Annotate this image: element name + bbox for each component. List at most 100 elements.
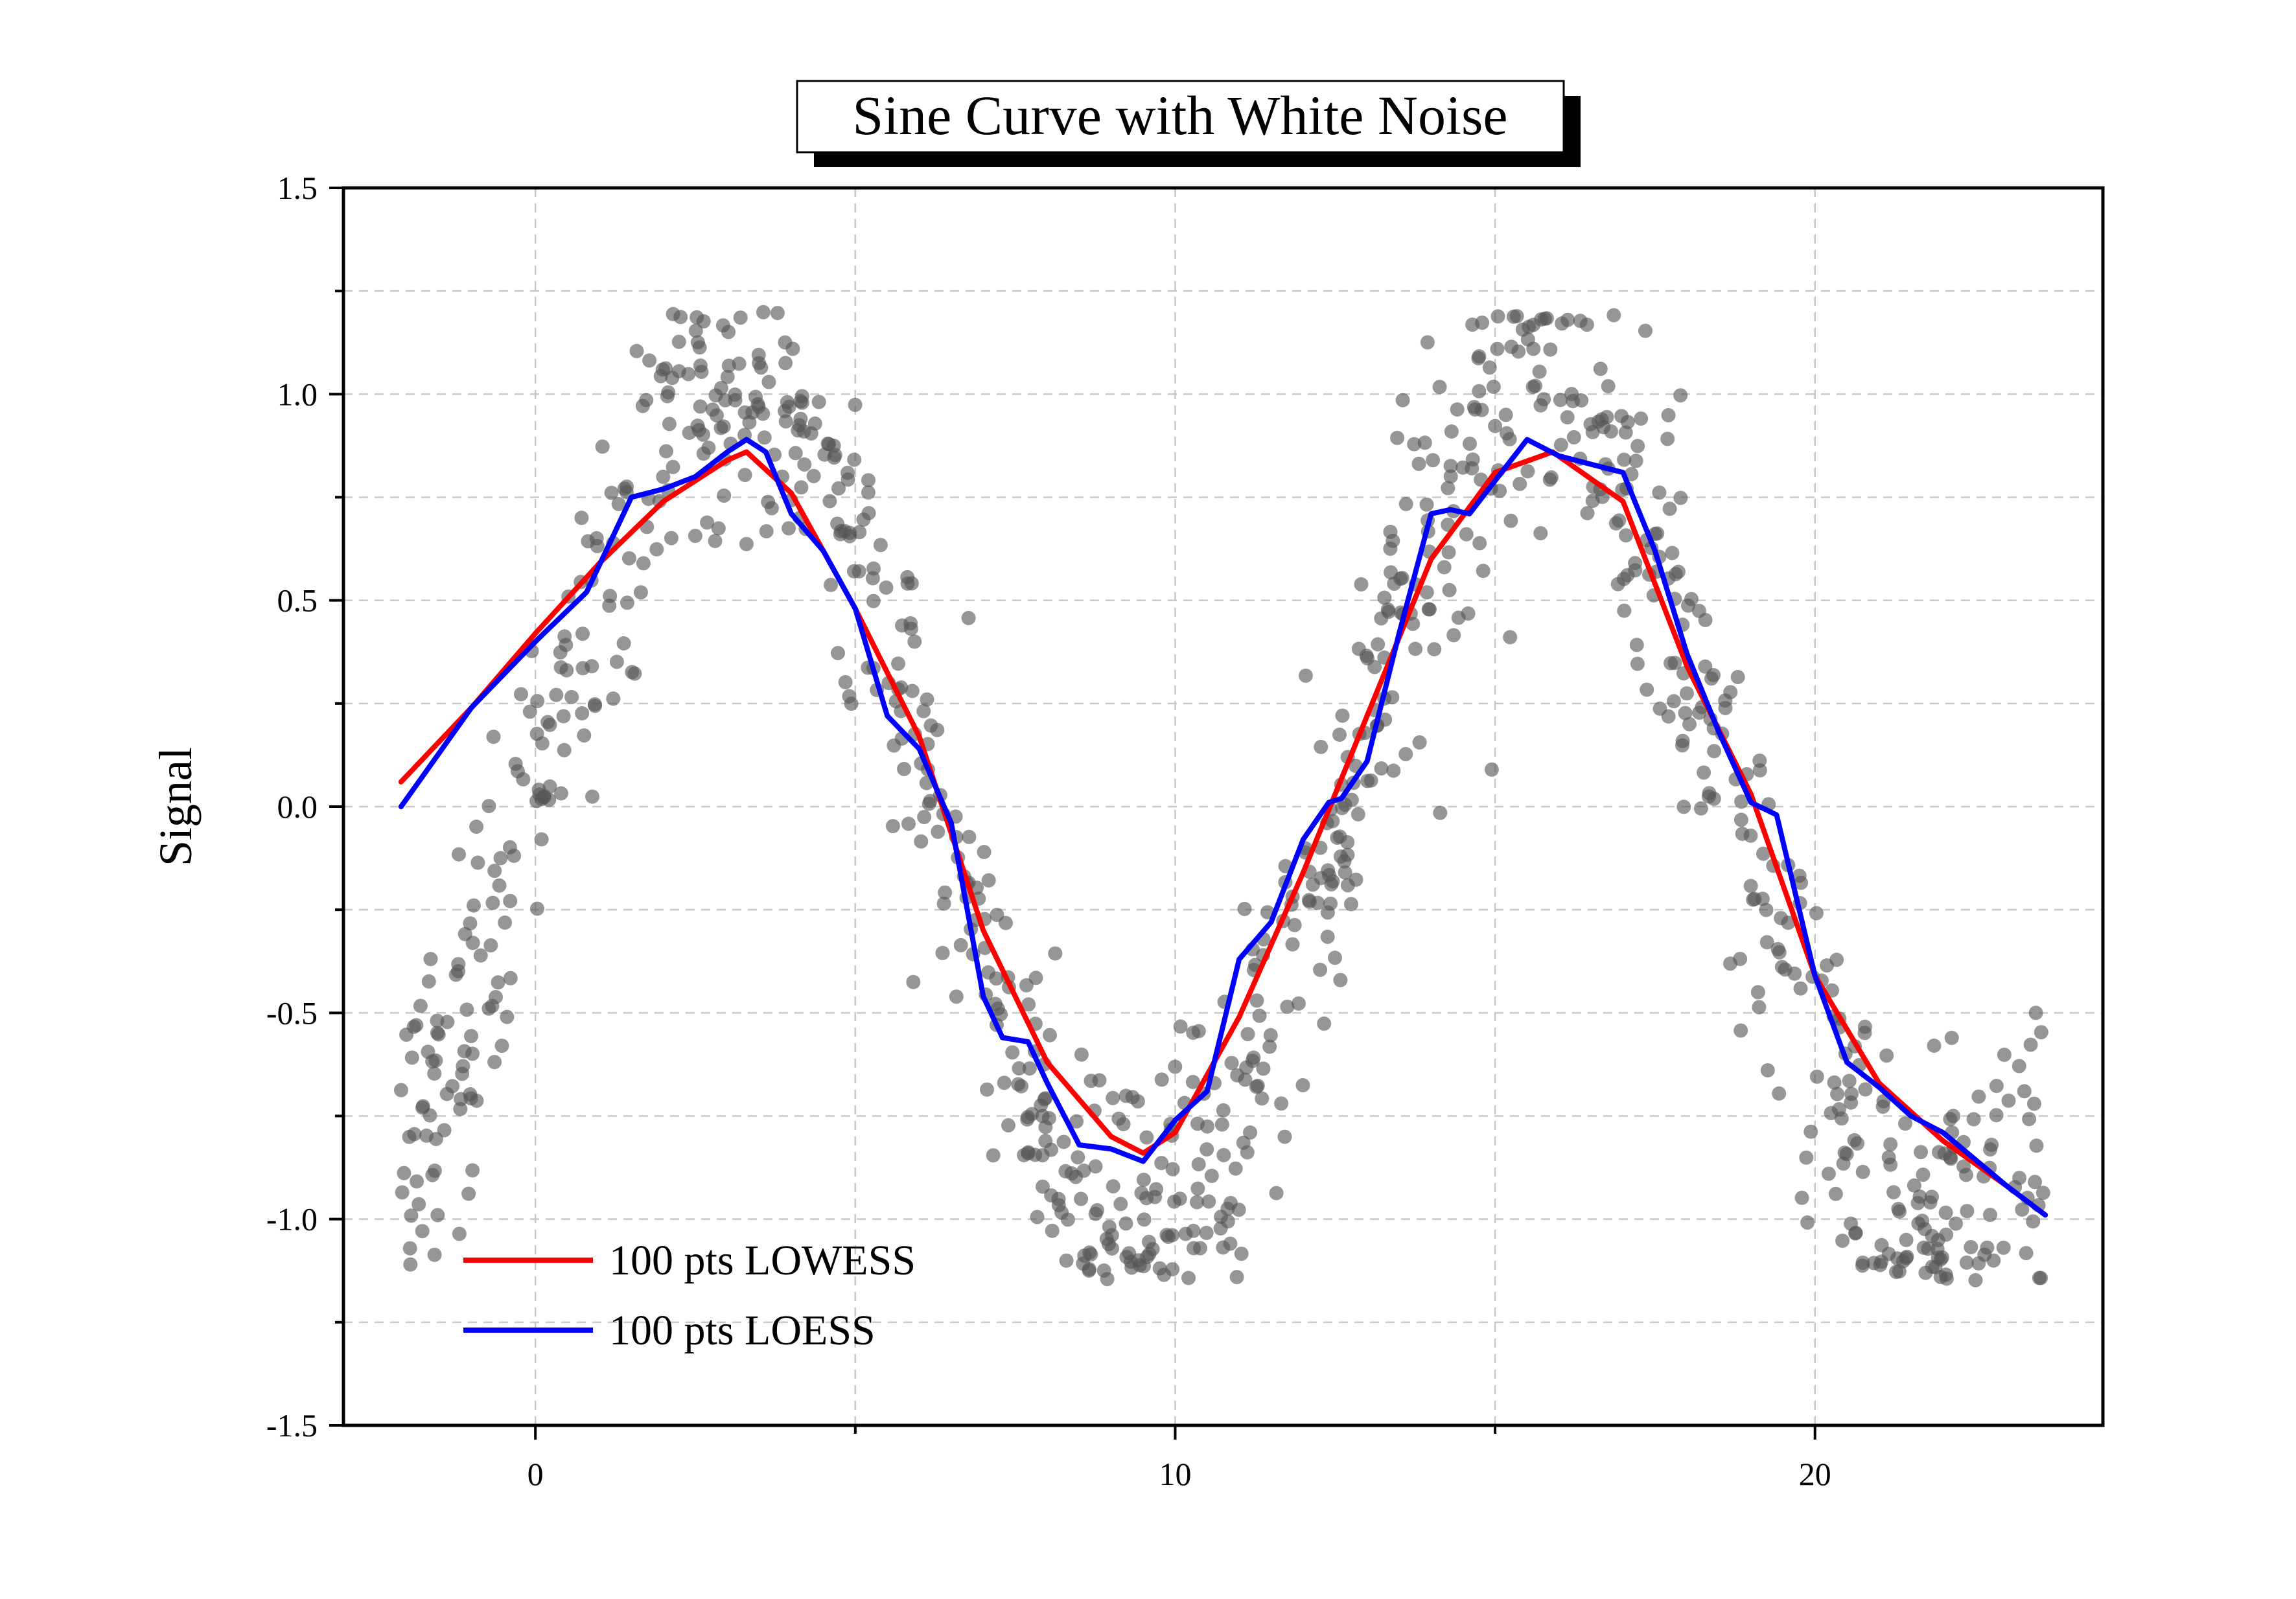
scatter-point bbox=[885, 819, 900, 834]
scatter-point bbox=[1844, 1087, 1859, 1101]
scatter-point bbox=[642, 353, 657, 368]
scatter-point bbox=[907, 634, 922, 649]
scatter-point bbox=[1390, 430, 1405, 445]
scatter-point bbox=[1088, 1206, 1103, 1221]
scatter-point bbox=[1249, 993, 1264, 1008]
scatter-point bbox=[2019, 1246, 2034, 1261]
scatter-point bbox=[737, 405, 752, 420]
scatter-point bbox=[980, 1082, 994, 1097]
scatter-point bbox=[824, 577, 839, 592]
scatter-point bbox=[852, 525, 867, 540]
scatter-point bbox=[1317, 1016, 1332, 1031]
scatter-point bbox=[481, 799, 496, 814]
scatter-point bbox=[1249, 1079, 1264, 1094]
scatter-point bbox=[1837, 1145, 1852, 1160]
scatter-point bbox=[1012, 1061, 1026, 1076]
scatter-point bbox=[1137, 1212, 1152, 1227]
scatter-point bbox=[688, 323, 703, 338]
scatter-point bbox=[708, 388, 723, 403]
scatter-point bbox=[1899, 1232, 1914, 1247]
scatter-point bbox=[430, 1013, 445, 1028]
scatter-point bbox=[1675, 733, 1690, 748]
scatter-point bbox=[1131, 1253, 1146, 1268]
scatter-point bbox=[1676, 800, 1691, 814]
y-tick-label: 0.0 bbox=[277, 788, 318, 825]
scatter-point bbox=[514, 687, 528, 702]
scatter-point bbox=[1064, 1166, 1079, 1181]
scatter-point bbox=[666, 459, 680, 474]
y-tick-label: -1.0 bbox=[266, 1201, 318, 1237]
scatter-point bbox=[1830, 1087, 1845, 1101]
scatter-point bbox=[1234, 1247, 1249, 1261]
scatter-point bbox=[1916, 1168, 1931, 1182]
scatter-point bbox=[916, 704, 931, 719]
scatter-point bbox=[1285, 937, 1300, 952]
scatter-point bbox=[1743, 879, 1758, 893]
scatter-point bbox=[693, 399, 708, 414]
scatter-point bbox=[1734, 794, 1749, 809]
scatter-point bbox=[473, 948, 488, 963]
scatter-point bbox=[1759, 935, 1774, 950]
scatter-point bbox=[1172, 1191, 1187, 1206]
scatter-point bbox=[1444, 424, 1459, 439]
scatter-point bbox=[1406, 616, 1421, 631]
scatter-point bbox=[1629, 454, 1643, 468]
scatter-point bbox=[1106, 1179, 1120, 1194]
scatter-point bbox=[494, 1039, 509, 1053]
scatter-point bbox=[1573, 314, 1588, 328]
scatter-point bbox=[1398, 496, 1413, 511]
scatter-point bbox=[587, 697, 602, 711]
scatter-point bbox=[793, 411, 808, 426]
scatter-point bbox=[1136, 1173, 1151, 1187]
scatter-point bbox=[409, 1018, 424, 1033]
scatter-point bbox=[1349, 872, 1363, 887]
scatter-point bbox=[1503, 630, 1518, 645]
scatter-point bbox=[1943, 1150, 1958, 1165]
scatter-point bbox=[852, 564, 866, 579]
scatter-point bbox=[1661, 408, 1676, 422]
scatter-point bbox=[981, 965, 996, 980]
scatter-point bbox=[1204, 1168, 1219, 1183]
scatter-point bbox=[395, 1185, 410, 1200]
scatter-point bbox=[1486, 380, 1501, 394]
scatter-point bbox=[838, 674, 853, 689]
scatter-point bbox=[1723, 956, 1737, 971]
scatter-point bbox=[530, 694, 545, 709]
scatter-point bbox=[700, 515, 715, 530]
scatter-point bbox=[1157, 1267, 1172, 1282]
scatter-point bbox=[1591, 414, 1606, 429]
scatter-point bbox=[1866, 1256, 1881, 1271]
scatter-point bbox=[1898, 1116, 1912, 1131]
scatter-point bbox=[1662, 501, 1677, 516]
scatter-point bbox=[1142, 1247, 1157, 1261]
scatter-point bbox=[1041, 1110, 1056, 1125]
scatter-point bbox=[656, 469, 671, 484]
scatter-point bbox=[1005, 1045, 1020, 1060]
scatter-point bbox=[2034, 1025, 2048, 1040]
scatter-point bbox=[1386, 763, 1401, 778]
scatter-point bbox=[770, 306, 785, 321]
scatter-point bbox=[1333, 972, 1348, 987]
scatter-point bbox=[1857, 1019, 1872, 1034]
scatter-point bbox=[540, 715, 555, 730]
scatter-point bbox=[1896, 1254, 1910, 1269]
scatter-point bbox=[1914, 1145, 1929, 1160]
scatter-point bbox=[1858, 1082, 1873, 1097]
scatter-point bbox=[778, 335, 793, 350]
scatter-point bbox=[437, 1123, 452, 1138]
scatter-point bbox=[891, 656, 905, 671]
scatter-point bbox=[1141, 1234, 1156, 1249]
scatter-point bbox=[500, 1009, 515, 1024]
fit-lines bbox=[398, 437, 2048, 1218]
scatter-point bbox=[1314, 739, 1328, 754]
scatter-point bbox=[1214, 1117, 1229, 1132]
scatter-point bbox=[1503, 513, 1518, 528]
scatter-point bbox=[2023, 1037, 2038, 1052]
scatter-point bbox=[1886, 1185, 1901, 1200]
scatter-point bbox=[1229, 1270, 1244, 1285]
scatter-point bbox=[403, 1257, 418, 1272]
scatter-point bbox=[826, 439, 841, 453]
scatter-point bbox=[903, 621, 918, 636]
scatter-point bbox=[688, 529, 702, 544]
scatter-point bbox=[1628, 563, 1643, 578]
